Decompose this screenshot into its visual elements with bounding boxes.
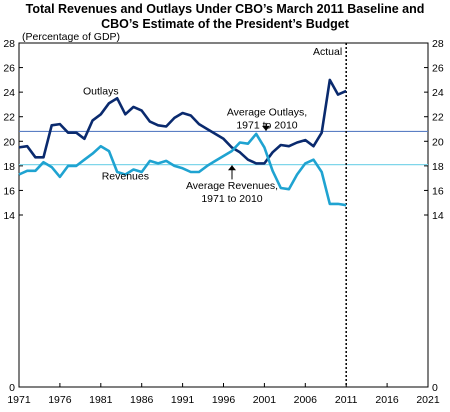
y-tick-label-right: 22 (432, 112, 444, 124)
y-tick-label-right: 20 (432, 136, 444, 148)
avg-outlays-label-line1: Average Outlays, (227, 106, 307, 118)
y-tick-label-right: 24 (432, 87, 444, 99)
avg-revenues-label-line2: 1971 to 2010 (201, 193, 262, 205)
avg-revenues-arrowhead (228, 165, 236, 171)
y-tick-label-left: 22 (3, 112, 15, 124)
y-tick-label-left: 14 (3, 210, 15, 222)
series-label-revenues: Revenues (102, 170, 149, 182)
y-tick-label-left: 0 (9, 382, 15, 394)
x-tick-label: 2001 (253, 394, 277, 406)
x-tick-label: 2006 (294, 394, 318, 406)
y-tick-label-left: 28 (3, 38, 15, 50)
x-tick-label: 1996 (212, 394, 236, 406)
y-tick-label-right: 14 (432, 210, 444, 222)
x-tick-label: 2021 (416, 394, 440, 406)
x-tick-label: 2016 (375, 394, 399, 406)
x-tick-label: 1991 (171, 394, 195, 406)
y-axis-label: (Percentage of GDP) (22, 31, 120, 43)
y-tick-label-left: 16 (3, 185, 15, 197)
avg-outlays-arrowhead (262, 125, 270, 131)
x-tick-label: 1981 (89, 394, 113, 406)
chart-subtitle: CBO’s Estimate of the President’s Budget (101, 17, 349, 31)
y-tick-label-left: 20 (3, 136, 15, 148)
y-tick-label-right: 18 (432, 161, 444, 173)
plot-frame (18, 42, 429, 388)
y-tick-label-left: 18 (3, 161, 15, 173)
series-label-outlays: Outlays (83, 86, 119, 98)
avg-revenues-label-line1: Average Revenues, (186, 180, 278, 192)
series-line-revenues (18, 132, 347, 207)
x-tick-label: 1976 (48, 394, 72, 406)
avg-outlays-label-line2: 1971 to 2010 (236, 119, 297, 131)
actual-label: Actual (313, 46, 342, 58)
y-tick-label-right: 0 (432, 382, 438, 394)
x-tick-label: 1971 (7, 394, 31, 406)
series-line-outlays (18, 78, 347, 165)
y-tick-label-right: 28 (432, 38, 444, 50)
y-tick-label-right: 16 (432, 185, 444, 197)
x-tick-label: 2011 (335, 394, 358, 406)
y-tick-label-right: 26 (432, 63, 444, 75)
y-tick-label-left: 24 (3, 87, 15, 99)
chart-title: Total Revenues and Outlays Under CBO’s M… (25, 2, 425, 16)
y-tick-label-left: 26 (3, 63, 15, 75)
x-tick-label: 1986 (130, 394, 154, 406)
